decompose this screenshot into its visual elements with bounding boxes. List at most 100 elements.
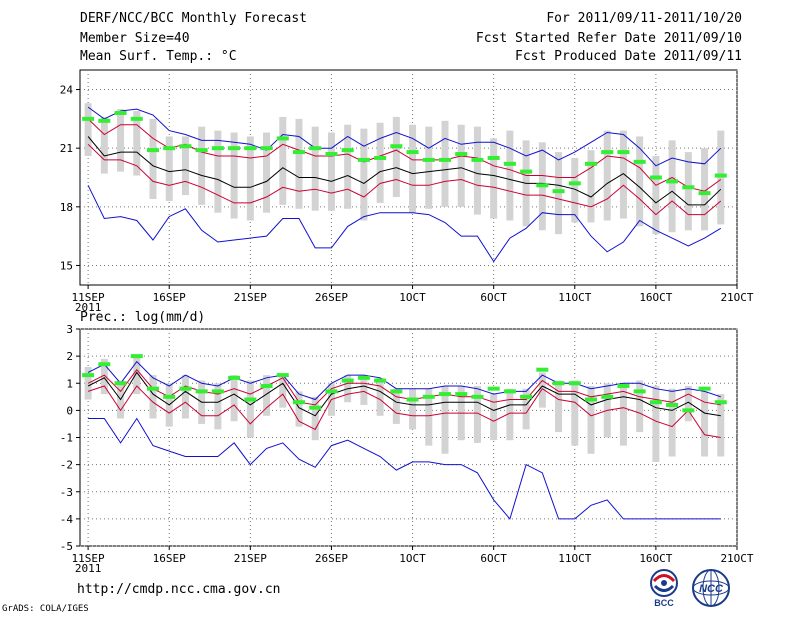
bcc-logo-icon: BCC: [650, 569, 678, 608]
temp-observed-marker: [714, 173, 727, 178]
source-url-link[interactable]: http://cmdp.ncc.cma.gov.cn: [77, 582, 281, 597]
precip-observed-marker: [714, 400, 727, 405]
temp-observed-marker: [682, 185, 695, 190]
bcc-logo: BCC: [641, 568, 687, 608]
temp-xtick-label: 11SEP: [72, 291, 105, 304]
temp-panel: 15 18 21 24 11SEP 16SEP 21SEP 26SEP 1OCT 6OCT 11OC…: [60, 69, 754, 314]
temp-ensemble-bar: [409, 124, 417, 213]
temp-observed-marker: [633, 159, 646, 164]
temp-observed-marker: [260, 146, 273, 151]
temp-ensemble-bar: [457, 124, 465, 207]
forecast-period-label: For 2011/09/11-2011/10/20: [546, 11, 742, 26]
precip-xtick-year: 2011: [75, 562, 102, 575]
temp-ensemble-bar: [701, 148, 709, 231]
precip-observed-marker: [698, 386, 711, 391]
precip-observed-marker: [471, 394, 484, 399]
temp-ensemble-bar: [100, 116, 108, 174]
precip-ensemble-bar: [409, 388, 417, 430]
precip-xtick-label: 11OCT: [558, 552, 591, 565]
temp-observed-marker: [455, 152, 468, 157]
precip-observed-marker: [520, 394, 533, 399]
precip-ensemble-bar: [538, 372, 546, 408]
temp-observed-marker: [617, 150, 630, 155]
grads-credit: GrADS: COLA/IGES: [2, 604, 89, 614]
precip-xtick-label: 21OCT: [720, 552, 753, 565]
precip-ensemble-bar: [636, 380, 644, 433]
temp-observed-marker: [341, 148, 354, 153]
precip-xtick-label: 21SEP: [234, 552, 267, 565]
precip-ensemble-bar: [295, 391, 303, 427]
precip-ensemble-bar: [181, 375, 189, 419]
precip-ensemble-bar: [619, 383, 627, 446]
precip-observed-marker: [633, 389, 646, 394]
temp-ensemble-bar: [246, 136, 254, 221]
temp-ensemble-bar: [636, 136, 644, 227]
temp-observed-marker: [422, 157, 435, 162]
temp-ensemble-bar: [84, 103, 92, 156]
precip-observed-marker: [617, 383, 630, 388]
temp-ensemble-bar: [441, 120, 449, 207]
precip-observed-marker: [536, 367, 549, 372]
precip-observed-marker: [357, 375, 370, 380]
variable-label: Mean Surf. Temp.: °C: [80, 49, 237, 64]
precip-observed-marker: [503, 389, 516, 394]
precip-xtick-label: 16SEP: [153, 552, 186, 565]
temp-observed-marker: [698, 191, 711, 196]
precip-observed-marker: [147, 386, 159, 391]
temp-ensemble-bar: [652, 156, 660, 235]
temp-observed-marker: [276, 136, 289, 141]
precip-ensemble-bar: [441, 385, 449, 454]
temp-xtick-label: 1OCT: [399, 291, 426, 304]
temp-ytick-label: 15: [60, 259, 73, 272]
precip-observed-marker: [179, 386, 192, 391]
precip-panel: -5 -4 -3 -2 -1 0 1 2 3 11SEP 16SEP 21SEP 26SEP 1OCT 6O…: [60, 323, 754, 575]
temp-min-line: [87, 185, 722, 263]
precip-ensemble-bar: [555, 380, 563, 433]
temp-observed-marker: [195, 148, 208, 153]
temp-ensemble-bar: [165, 136, 173, 201]
temp-ensemble-bar: [360, 128, 368, 221]
temp-observed-marker: [211, 146, 224, 151]
precip-observed-marker: [228, 375, 241, 380]
temp-observed-marker: [244, 146, 257, 151]
temp-ensemble-bar: [327, 132, 335, 211]
ncc-logo-icon: NCC: [692, 569, 730, 607]
precip-ensemble-bar: [246, 380, 254, 438]
precip-mean-line: [87, 371, 721, 417]
precip-observed-marker: [649, 400, 662, 405]
precip-xtick-label: 16OCT: [639, 552, 672, 565]
temp-ensemble-bar: [117, 109, 125, 172]
ncc-logo: NCC: [688, 568, 734, 608]
temp-observed-marker: [439, 157, 451, 162]
precip-observed-marker: [455, 392, 468, 397]
temp-observed-marker: [601, 150, 614, 155]
precip-ensemble-bar: [587, 385, 595, 454]
precip-observed-marker: [130, 354, 143, 359]
temp-observed-marker: [357, 157, 370, 162]
precip-ensemble-bar: [717, 394, 725, 457]
temp-xtick-label: 21OCT: [720, 291, 753, 304]
temp-ytick-label: 21: [60, 142, 73, 155]
temp-observed-marker: [536, 183, 549, 188]
precip-observed-marker: [568, 381, 581, 386]
precip-observed-marker: [260, 383, 273, 388]
temp-ensemble-bar: [684, 152, 692, 231]
temp-ensemble-bar: [571, 157, 579, 223]
precip-ensemble-bar: [360, 375, 368, 405]
ncc-logo-text: NCC: [699, 583, 724, 595]
temp-ensemble-bar: [295, 118, 303, 209]
precip-observed-marker: [422, 394, 435, 399]
temp-ensemble-bar: [149, 118, 157, 199]
precip-ytick-label: -4: [60, 513, 74, 526]
temp-ensemble-bar: [214, 130, 222, 213]
precip-ytick-label: 3: [66, 323, 73, 336]
precip-min-line: [88, 417, 721, 520]
precip-observed-marker: [163, 394, 176, 399]
precip-ensemble-bar: [571, 380, 579, 446]
precip-upper-line: [87, 368, 721, 406]
precip-observed-marker: [309, 405, 322, 410]
precip-ensemble-bar: [490, 394, 498, 441]
precip-observed-marker: [276, 373, 289, 378]
precip-ensemble-bar: [473, 385, 481, 443]
